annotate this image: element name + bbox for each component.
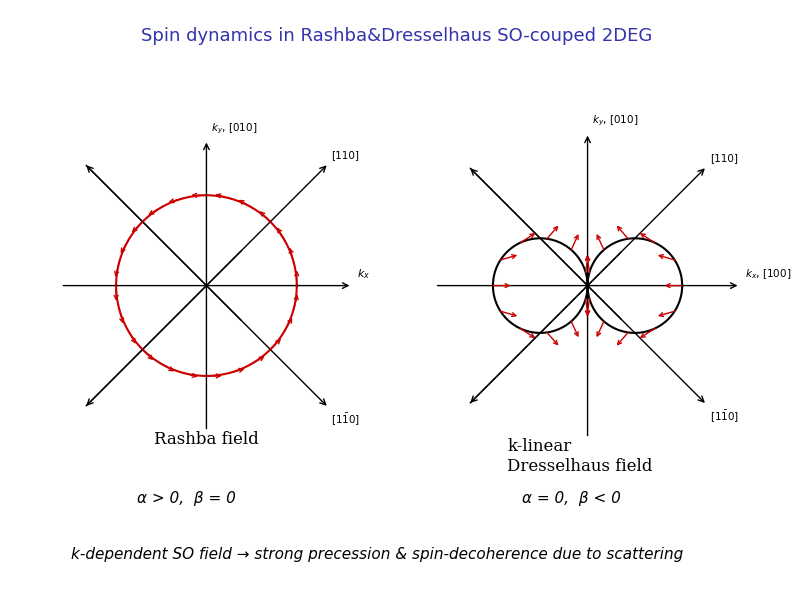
Text: k-linear
Dresselhaus field: k-linear Dresselhaus field — [507, 439, 653, 475]
Text: $k_x$: $k_x$ — [357, 268, 369, 281]
Text: [110]: [110] — [332, 151, 360, 161]
Text: Spin dynamics in Rashba&Dresselhaus SO-couped 2DEG: Spin dynamics in Rashba&Dresselhaus SO-c… — [141, 27, 653, 45]
Text: [1$\bar{1}$0]: [1$\bar{1}$0] — [710, 408, 739, 424]
Text: k-dependent SO field → strong precession & spin-decoherence due to scattering: k-dependent SO field → strong precession… — [71, 547, 684, 562]
Text: $k_y$, [010]: $k_y$, [010] — [210, 121, 257, 136]
Text: [1$\bar{1}$0]: [1$\bar{1}$0] — [332, 411, 360, 427]
Text: $k_y$, [010]: $k_y$, [010] — [592, 114, 638, 129]
Text: α > 0,  β = 0: α > 0, β = 0 — [137, 491, 236, 506]
Text: [110]: [110] — [710, 154, 738, 163]
Text: α = 0,  β < 0: α = 0, β < 0 — [522, 491, 621, 506]
Text: $k_x$, [100]: $k_x$, [100] — [745, 267, 791, 281]
Text: Rashba field: Rashba field — [154, 431, 259, 449]
